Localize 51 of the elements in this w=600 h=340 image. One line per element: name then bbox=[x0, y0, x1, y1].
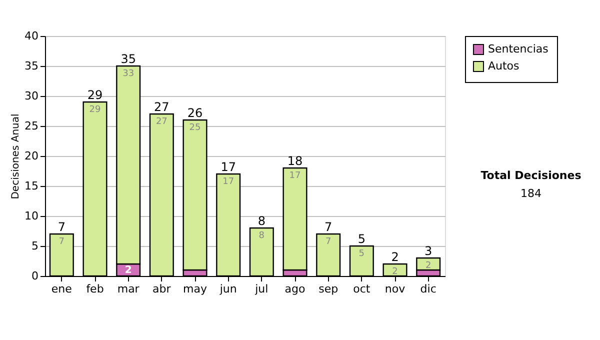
data-label: 8 bbox=[258, 231, 265, 241]
text: Total Decisiones bbox=[480, 169, 582, 182]
y-tick-label: 15 bbox=[24, 180, 38, 192]
legend-label: Sentencias bbox=[488, 42, 549, 56]
y-tick-label: 10 bbox=[24, 210, 38, 222]
x-tick-label: ago bbox=[284, 282, 306, 296]
data-label: 7 bbox=[58, 237, 65, 247]
data-label: 33 bbox=[122, 69, 134, 79]
total-label: 18 bbox=[287, 154, 303, 168]
data-label: 25 bbox=[189, 123, 201, 133]
x-tick-label: jul bbox=[254, 282, 268, 296]
y-tick-label: 25 bbox=[24, 120, 38, 132]
total-label: 7 bbox=[58, 220, 66, 234]
y-tick-label: 5 bbox=[32, 240, 38, 252]
y-tick-label: 30 bbox=[24, 90, 38, 102]
data-label: 27 bbox=[156, 117, 168, 127]
total-label: 17 bbox=[220, 160, 236, 174]
x-tick-label: abr bbox=[152, 282, 172, 296]
y-tick-label: 40 bbox=[24, 30, 38, 42]
text: 184 bbox=[520, 187, 542, 200]
y-tick-label: 20 bbox=[24, 150, 38, 162]
data-label: 29 bbox=[89, 105, 101, 115]
total-label: 8 bbox=[258, 214, 266, 228]
y-axis-title: Decisiones Anual bbox=[10, 114, 22, 200]
data-label: 2 bbox=[425, 261, 432, 271]
total-label: 7 bbox=[324, 220, 332, 234]
x-tick-label: dic bbox=[420, 282, 436, 296]
data-label: 5 bbox=[358, 249, 365, 259]
y-tick-label: 0 bbox=[32, 270, 38, 282]
y-tick-label: 35 bbox=[24, 60, 38, 72]
total-label: 27 bbox=[154, 100, 170, 114]
total-label: 2 bbox=[391, 250, 399, 264]
x-tick-label: mar bbox=[117, 282, 140, 296]
x-tick-label: ene bbox=[51, 282, 72, 296]
total-label: 26 bbox=[187, 106, 203, 120]
total-label: 3 bbox=[424, 244, 432, 258]
data-label: 17 bbox=[222, 177, 234, 187]
x-tick-label: oct bbox=[353, 282, 371, 296]
total-label: 5 bbox=[358, 232, 366, 246]
x-tick-label: nov bbox=[384, 282, 406, 296]
x-tick-label: jun bbox=[218, 282, 237, 296]
data-label: 2 bbox=[392, 267, 398, 277]
x-tick-label: sep bbox=[318, 282, 338, 296]
x-tick-label: may bbox=[183, 282, 208, 296]
data-label: 17 bbox=[289, 171, 301, 181]
x-tick-label: feb bbox=[86, 282, 104, 296]
legend-label: Autos bbox=[488, 60, 520, 72]
data-label: 7 bbox=[325, 237, 332, 247]
data-label: 2 bbox=[124, 265, 132, 276]
total-label: 35 bbox=[120, 52, 136, 66]
total-label: 29 bbox=[87, 88, 103, 102]
